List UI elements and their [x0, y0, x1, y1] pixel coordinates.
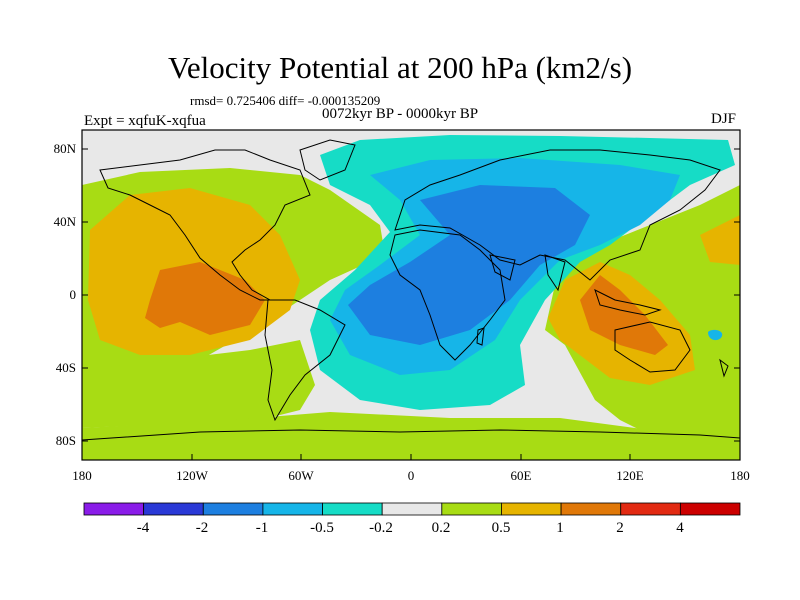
lat-ticks [82, 148, 740, 442]
lon-label-180w: 180 [72, 468, 92, 483]
negative-region-inner [348, 185, 590, 345]
colorbar-segment-10 [679, 502, 741, 516]
small-blue-blob [708, 329, 723, 341]
colorbar-label-2: 2 [616, 520, 624, 536]
lon-label-120w: 120W [176, 468, 208, 483]
lat-label-0: 0 [69, 287, 77, 302]
colorbar-segment-6 [441, 502, 502, 516]
colorbar-label-4: 4 [676, 520, 684, 536]
colorbar-label-neg1: -1 [255, 520, 269, 536]
colorbar-segment-4 [322, 502, 383, 516]
colorbar-segment-8 [560, 502, 622, 516]
lon-label-60e: 60E [510, 468, 532, 483]
coastlines [82, 139, 740, 441]
season-label: DJF [711, 111, 737, 127]
colorbar-segment-3 [262, 502, 323, 516]
lon-label-120e: 120E [616, 468, 644, 483]
positive-region-southern [82, 412, 740, 460]
lon-label-0: 0 [407, 468, 415, 483]
colorbar-segment-0 [83, 502, 145, 516]
lon-ticks [81, 454, 741, 460]
colorbar-segment-5 [381, 502, 443, 516]
colorbar-label-1: 1 [556, 520, 564, 536]
lat-label-40n: 40N [53, 214, 76, 229]
map-title: Velocity Potential at 200 hPa (km2/s) [167, 50, 633, 85]
colorbar-label-neg2: -2 [195, 520, 209, 536]
colorbar-label-05: 0.5 [491, 520, 511, 536]
lat-label-80n: 80N [53, 141, 76, 156]
lon-label-180e: 180 [730, 468, 750, 483]
lat-label-80s: 80S [55, 433, 76, 448]
colorbar-segment-9 [620, 502, 681, 516]
lon-label-60w: 60W [288, 468, 314, 483]
stats-label: rmsd= 0.725406 diff= -0.000135209 [190, 93, 381, 108]
lat-label-40s: 40S [55, 360, 76, 375]
dark-orange-region-east [580, 275, 668, 355]
colorbar-label-neg05: -0.5 [310, 520, 334, 536]
colorbar-label-neg02: -0.2 [369, 520, 393, 536]
colorbar [83, 502, 741, 516]
contour-field [82, 130, 740, 460]
colorbar-segment-7 [501, 502, 562, 516]
period-label: 0072kyr BP - 0000kyr BP [322, 106, 479, 122]
colorbar-label-02: 0.2 [431, 520, 451, 536]
experiment-label: Expt = xqfuK-xqfua [84, 113, 206, 129]
positive-region-south-pacific [82, 340, 315, 428]
colorbar-segment-1 [143, 502, 204, 516]
orange-region-far-east [700, 215, 740, 265]
colorbar-label-neg4: -4 [136, 520, 150, 536]
dark-orange-region-west [145, 262, 265, 335]
colorbar-segment-2 [202, 502, 264, 516]
